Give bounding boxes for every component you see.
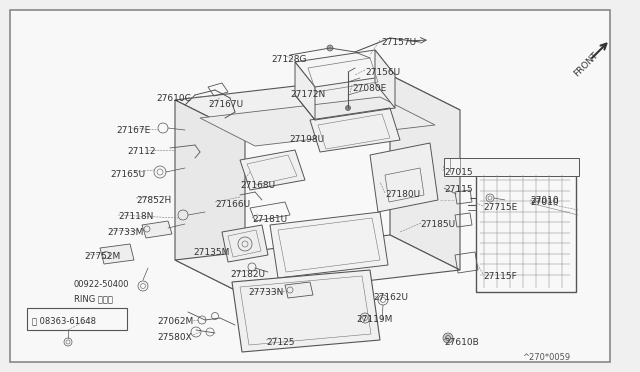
Polygon shape (310, 108, 400, 152)
Polygon shape (390, 75, 460, 270)
Bar (27, 308, 127, 330)
Text: 27610B: 27610B (444, 338, 479, 347)
Polygon shape (285, 282, 313, 298)
Polygon shape (295, 62, 315, 120)
Text: Ⓢ 08363-61648: Ⓢ 08363-61648 (32, 316, 96, 325)
Polygon shape (375, 50, 395, 108)
Polygon shape (222, 225, 268, 262)
Text: 27062M: 27062M (157, 317, 193, 326)
Text: 27112: 27112 (127, 147, 156, 156)
Text: 27080E: 27080E (352, 84, 387, 93)
Text: 27010: 27010 (530, 196, 559, 205)
Text: 27733N: 27733N (248, 288, 284, 297)
Bar (476, 172, 576, 292)
Text: 27119M: 27119M (356, 315, 392, 324)
Text: 27198U: 27198U (289, 135, 324, 144)
Polygon shape (295, 50, 395, 87)
Polygon shape (200, 97, 435, 146)
Text: 27182U: 27182U (230, 270, 265, 279)
Polygon shape (232, 270, 380, 352)
Text: 27162U: 27162U (373, 293, 408, 302)
Text: 27115F: 27115F (483, 272, 516, 281)
Polygon shape (370, 143, 438, 212)
Text: 27118N: 27118N (118, 212, 154, 221)
Text: 27156U: 27156U (365, 68, 400, 77)
Circle shape (443, 333, 453, 343)
Text: 27172N: 27172N (290, 90, 325, 99)
Circle shape (327, 45, 333, 51)
Polygon shape (175, 235, 460, 295)
Text: ^270*0059: ^270*0059 (522, 353, 570, 362)
Bar (444, 158, 579, 176)
Polygon shape (240, 150, 305, 190)
Polygon shape (270, 212, 388, 278)
Text: 27180U: 27180U (385, 190, 420, 199)
Text: 27128G: 27128G (271, 55, 307, 64)
Text: 27165U: 27165U (110, 170, 145, 179)
Text: 27166U: 27166U (215, 200, 250, 209)
Polygon shape (175, 75, 460, 135)
Text: 27015: 27015 (444, 168, 472, 177)
Text: 27167E: 27167E (116, 126, 150, 135)
Text: 27125: 27125 (266, 338, 294, 347)
Text: 27610C: 27610C (156, 94, 191, 103)
Text: RING リング: RING リング (74, 294, 113, 303)
Polygon shape (142, 221, 172, 238)
Text: 27715E: 27715E (483, 203, 517, 212)
Polygon shape (100, 244, 134, 264)
Text: 27157U: 27157U (381, 38, 416, 47)
Text: FRONT: FRONT (572, 50, 600, 78)
Text: 27852H: 27852H (136, 196, 172, 205)
Polygon shape (175, 100, 245, 295)
Text: 27181U: 27181U (252, 215, 287, 224)
Text: 27185U: 27185U (420, 220, 455, 229)
Text: 27733M: 27733M (107, 228, 143, 237)
Text: 27167U: 27167U (208, 100, 243, 109)
Text: 27168U: 27168U (240, 181, 275, 190)
Text: 27752M: 27752M (84, 252, 120, 261)
Circle shape (346, 106, 351, 110)
Text: 27135M: 27135M (193, 248, 229, 257)
Text: 27010: 27010 (530, 198, 559, 207)
Text: 27580X: 27580X (157, 333, 192, 342)
Text: 27115: 27115 (444, 185, 472, 194)
Text: 00922-50400: 00922-50400 (74, 280, 129, 289)
